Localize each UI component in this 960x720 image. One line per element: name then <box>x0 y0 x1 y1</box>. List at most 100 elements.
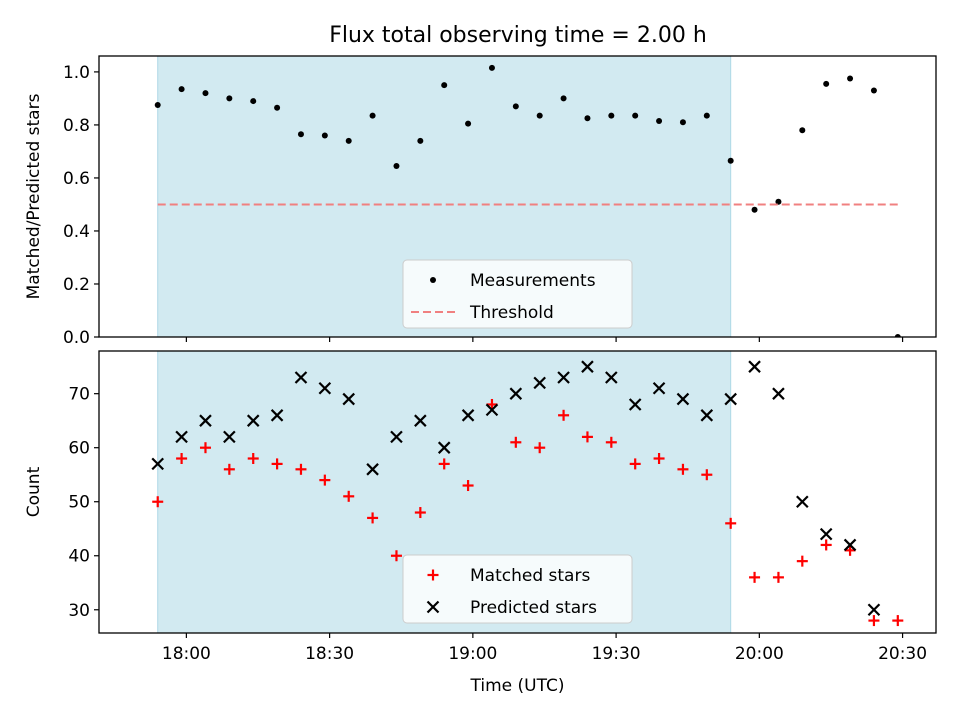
predicted-star-point <box>652 381 666 395</box>
measurement-point <box>417 137 424 144</box>
x-tick-label: 19:30 <box>592 644 641 664</box>
predicted-star-point <box>318 381 332 395</box>
predicted-star-point <box>270 409 284 422</box>
measurement-point <box>847 75 854 82</box>
y-tick-label: 0.0 <box>63 328 90 348</box>
measurement-point <box>202 90 209 97</box>
matched-star-point <box>486 398 498 410</box>
legend-dot-icon <box>430 277 436 283</box>
matched-star-point <box>271 458 283 470</box>
legend: Matched stars Predicted stars <box>402 554 633 624</box>
measurement-point <box>799 127 806 134</box>
matched-star-point <box>414 507 426 519</box>
measurement-point <box>870 87 877 94</box>
x-tick-label: 18:00 <box>162 644 211 664</box>
predicted-star-point <box>628 398 642 411</box>
matched-star-point <box>796 555 808 567</box>
measurement-point <box>488 64 495 71</box>
predicted-star-point <box>867 603 881 617</box>
matched-star-point <box>199 442 211 454</box>
y-tick-label: 60 <box>68 439 90 459</box>
measurement-point <box>608 112 615 119</box>
predicted-star-point <box>366 463 379 476</box>
matched-star-point <box>725 517 737 529</box>
plot-area <box>154 64 901 337</box>
measurement-point <box>751 206 758 213</box>
measurement-point <box>894 334 901 337</box>
chart-title: Flux total observing time = 2.00 h <box>329 23 707 48</box>
predicted-star-point <box>461 409 475 422</box>
measurement-point <box>465 120 472 127</box>
predicted-star-point <box>724 392 737 406</box>
measurement-point <box>584 115 591 122</box>
x-tick-label: 19:00 <box>448 644 497 664</box>
y-tick-label: 30 <box>68 601 90 621</box>
predicted-star-point <box>175 430 188 444</box>
legend-label: Measurements <box>470 271 596 291</box>
y-axis-label: Matched/Predicted stars <box>24 93 44 299</box>
predicted-star-point <box>223 430 236 444</box>
matched-star-point <box>868 615 880 627</box>
measurement-point <box>775 198 782 205</box>
matched-star-point <box>510 436 522 448</box>
matched-star-point <box>295 463 307 475</box>
measurement-point <box>560 95 567 102</box>
predicted-star-point <box>390 430 403 444</box>
predicted-star-point <box>772 387 785 400</box>
predicted-star-point <box>796 495 809 509</box>
x-tick-label: 20:00 <box>735 644 784 664</box>
x-axis-label: Time (UTC) <box>470 676 565 696</box>
matched-star-point <box>462 480 474 492</box>
predicted-star-point <box>557 371 570 384</box>
matched-star-point <box>438 458 450 470</box>
predicted-star-point <box>748 360 761 373</box>
matched-star-point <box>223 463 235 475</box>
matched-star-point <box>176 453 188 465</box>
measurement-point <box>727 157 734 164</box>
predicted-star-point <box>676 392 690 406</box>
y-tick-label: 0.2 <box>63 275 90 295</box>
y-tick-label: 1.0 <box>63 63 90 83</box>
predicted-star-point <box>414 414 427 427</box>
measurement-point <box>536 112 543 119</box>
y-tick-label: 70 <box>68 385 90 405</box>
predicted-star-point <box>342 392 355 406</box>
legend-plus-icon <box>427 569 439 581</box>
measurement-point <box>632 112 639 119</box>
y-tick-label: 0.4 <box>63 222 90 242</box>
measurement-point <box>250 98 257 105</box>
matched-star-point <box>629 458 641 470</box>
measurement-point <box>512 103 519 110</box>
predicted-star-point <box>437 441 451 454</box>
matched-star-point <box>534 442 546 454</box>
legend-label: Threshold <box>469 303 554 323</box>
predicted-star-point <box>843 538 857 552</box>
measurement-point <box>226 95 233 102</box>
predicted-star-point <box>605 371 618 384</box>
measurement-point <box>679 119 686 126</box>
matched-star-point <box>581 431 593 443</box>
matched-star-point <box>390 550 402 562</box>
measurement-point <box>823 80 830 87</box>
matched-star-point <box>844 544 856 556</box>
matched-star-point <box>319 474 331 486</box>
matched-star-point <box>749 571 761 583</box>
predicted-star-point <box>294 371 308 384</box>
matched-star-point <box>892 615 904 627</box>
matched-star-point <box>820 539 832 551</box>
measurement-point <box>321 132 328 139</box>
predicted-star-point <box>700 409 714 422</box>
y-axis-label: Count <box>24 466 44 517</box>
matched-star-point <box>343 490 355 502</box>
measurement-point <box>345 137 352 144</box>
measurement-point <box>393 163 400 170</box>
matched-star-point <box>701 469 713 481</box>
measurement-point <box>656 117 663 124</box>
measurement-point <box>703 112 710 119</box>
measurement-point <box>178 86 185 93</box>
predicted-star-point <box>151 457 165 471</box>
predicted-star-point <box>533 376 546 390</box>
y-tick-label: 0.6 <box>63 169 90 189</box>
bottom-panel: 30 40 50 60 70 18:00 18:30 19:00 19:30 20:00 20:30… <box>24 350 937 696</box>
